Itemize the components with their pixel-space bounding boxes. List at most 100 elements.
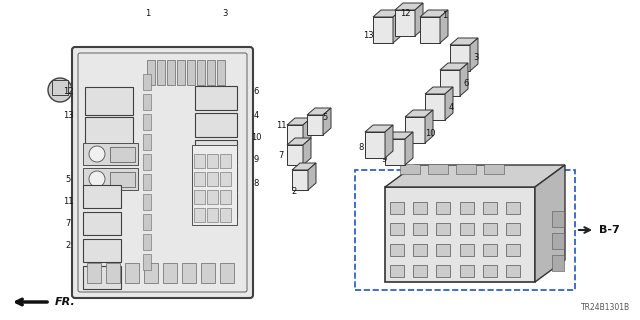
Text: 5: 5: [323, 113, 328, 122]
FancyBboxPatch shape: [385, 187, 535, 282]
Bar: [552, 211, 564, 227]
Bar: [143, 254, 151, 270]
Bar: [157, 60, 165, 85]
Bar: [292, 170, 308, 190]
Bar: [207, 154, 218, 168]
Text: 7: 7: [65, 220, 70, 228]
Text: 10: 10: [251, 132, 261, 141]
Bar: [460, 202, 474, 214]
Circle shape: [89, 171, 105, 187]
Polygon shape: [287, 118, 311, 125]
Bar: [456, 164, 476, 174]
Bar: [147, 60, 155, 85]
Bar: [195, 86, 237, 110]
Bar: [506, 202, 520, 214]
Polygon shape: [292, 163, 316, 170]
Bar: [506, 244, 520, 256]
Text: TR24B1301B: TR24B1301B: [581, 303, 630, 312]
Text: B-7: B-7: [599, 225, 620, 235]
Bar: [83, 239, 121, 262]
Bar: [355, 170, 575, 290]
Bar: [143, 134, 151, 150]
Bar: [405, 117, 425, 143]
Text: 7: 7: [278, 150, 284, 159]
Polygon shape: [385, 165, 565, 187]
Text: 6: 6: [463, 78, 468, 87]
Bar: [483, 223, 497, 235]
Bar: [390, 202, 404, 214]
Bar: [195, 167, 237, 191]
Polygon shape: [307, 108, 331, 115]
Bar: [167, 60, 175, 85]
Bar: [220, 190, 231, 204]
Bar: [85, 87, 133, 115]
Bar: [144, 263, 158, 283]
Bar: [143, 174, 151, 190]
Bar: [217, 60, 225, 85]
Polygon shape: [450, 38, 478, 45]
Bar: [143, 94, 151, 110]
Bar: [182, 263, 196, 283]
Bar: [460, 223, 474, 235]
Polygon shape: [440, 10, 448, 43]
Bar: [177, 60, 185, 85]
Bar: [460, 265, 474, 277]
Text: 12: 12: [63, 87, 73, 97]
Bar: [483, 202, 497, 214]
Bar: [220, 263, 234, 283]
Bar: [307, 115, 323, 135]
Text: 13: 13: [63, 110, 74, 119]
Bar: [483, 265, 497, 277]
Bar: [506, 223, 520, 235]
Bar: [220, 172, 231, 186]
Circle shape: [89, 146, 105, 162]
Polygon shape: [395, 3, 423, 10]
Bar: [390, 223, 404, 235]
Bar: [85, 117, 133, 145]
Bar: [552, 233, 564, 249]
Bar: [143, 74, 151, 90]
Bar: [390, 244, 404, 256]
Bar: [194, 154, 205, 168]
Bar: [110, 172, 135, 187]
Bar: [192, 145, 237, 225]
Bar: [125, 263, 139, 283]
Bar: [436, 244, 450, 256]
Text: 5: 5: [65, 175, 70, 185]
Bar: [195, 194, 237, 218]
Polygon shape: [415, 3, 423, 36]
Bar: [143, 234, 151, 250]
Polygon shape: [420, 10, 448, 17]
Bar: [187, 60, 195, 85]
Text: 11: 11: [63, 197, 73, 206]
Bar: [87, 263, 101, 283]
Bar: [201, 263, 215, 283]
Polygon shape: [440, 63, 468, 70]
Bar: [207, 208, 218, 222]
Polygon shape: [308, 163, 316, 190]
Polygon shape: [445, 87, 453, 120]
Polygon shape: [287, 138, 311, 145]
Text: 4: 4: [449, 102, 454, 111]
Text: 6: 6: [253, 87, 259, 97]
Bar: [440, 70, 460, 96]
Bar: [390, 265, 404, 277]
Bar: [83, 185, 121, 208]
Polygon shape: [373, 10, 401, 17]
Bar: [428, 164, 448, 174]
Text: 1: 1: [442, 11, 447, 20]
Bar: [436, 223, 450, 235]
Bar: [436, 202, 450, 214]
Bar: [163, 263, 177, 283]
Bar: [420, 17, 440, 43]
Bar: [395, 10, 415, 36]
Bar: [506, 265, 520, 277]
Bar: [207, 60, 215, 85]
Polygon shape: [425, 87, 453, 94]
Polygon shape: [470, 38, 478, 71]
Bar: [106, 263, 120, 283]
Bar: [194, 208, 205, 222]
Text: FR.: FR.: [55, 297, 76, 307]
Bar: [143, 214, 151, 230]
Circle shape: [48, 78, 72, 102]
